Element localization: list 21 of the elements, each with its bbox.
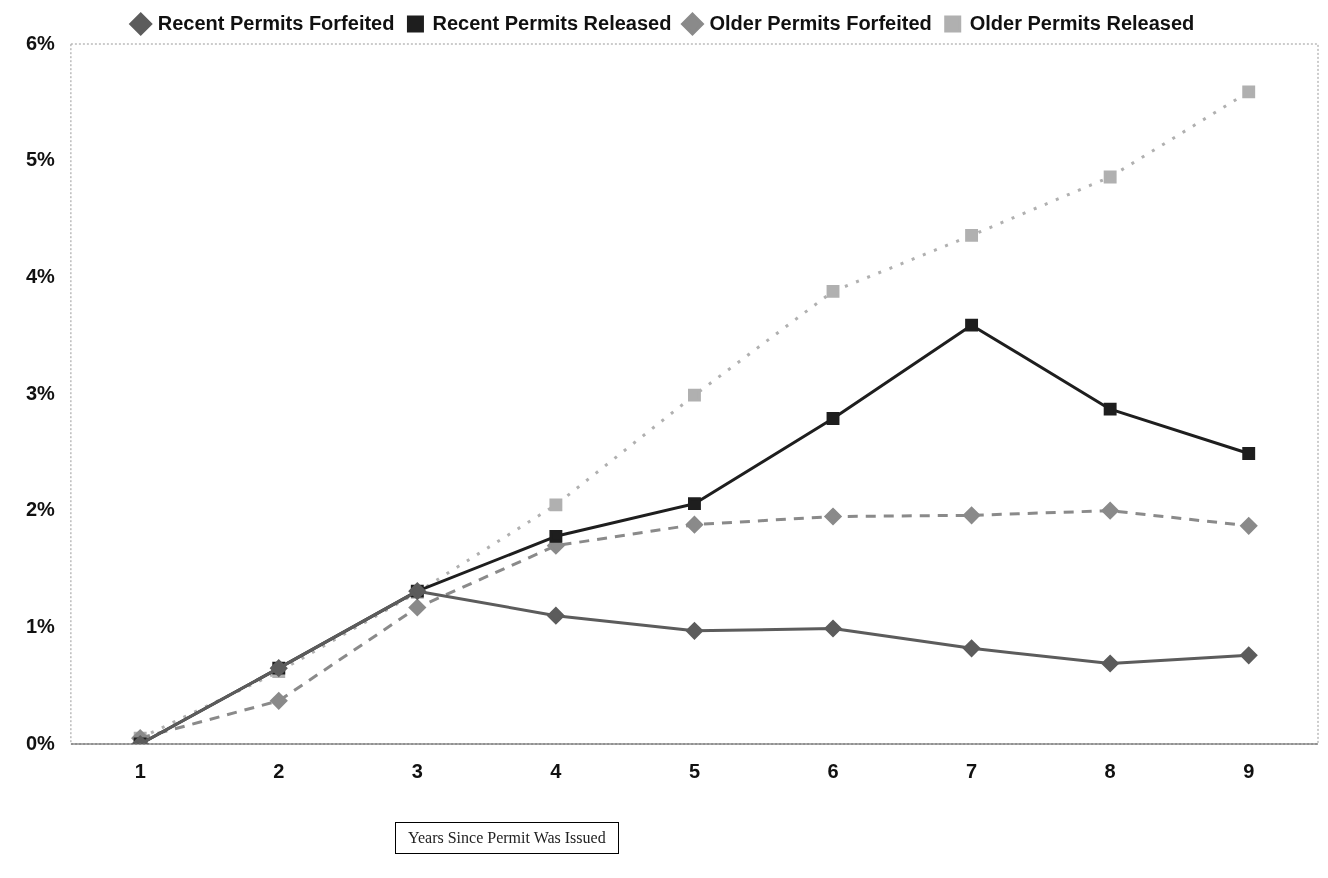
x-tick-label: 6 [827,759,839,782]
y-tick-label: 5% [26,148,56,171]
legend-label: Older Permits Forfeited [709,11,932,34]
y-tick-label: 4% [26,264,56,287]
legend-label: Recent Permits Forfeited [157,11,395,34]
y-tick-label: 2% [26,498,56,521]
x-tick-label: 1 [134,759,146,782]
x-axis-title: Years Since Permit Was Issued [395,822,619,854]
x-tick-label: 4 [550,759,563,782]
y-tick-label: 0% [26,731,56,754]
x-tick-label: 2 [273,759,285,782]
y-tick-label: 1% [26,614,56,637]
x-tick-label: 3 [411,759,423,782]
legend-label: Older Permits Released [969,11,1195,34]
x-tick-label: 8 [1104,759,1116,782]
x-tick-label: 7 [966,759,978,782]
x-tick-label: 9 [1243,759,1255,782]
legend-label: Recent Permits Released [432,11,672,34]
y-tick-label: 6% [26,31,56,54]
y-tick-label: 3% [26,381,56,404]
x-tick-label: 5 [688,759,701,782]
